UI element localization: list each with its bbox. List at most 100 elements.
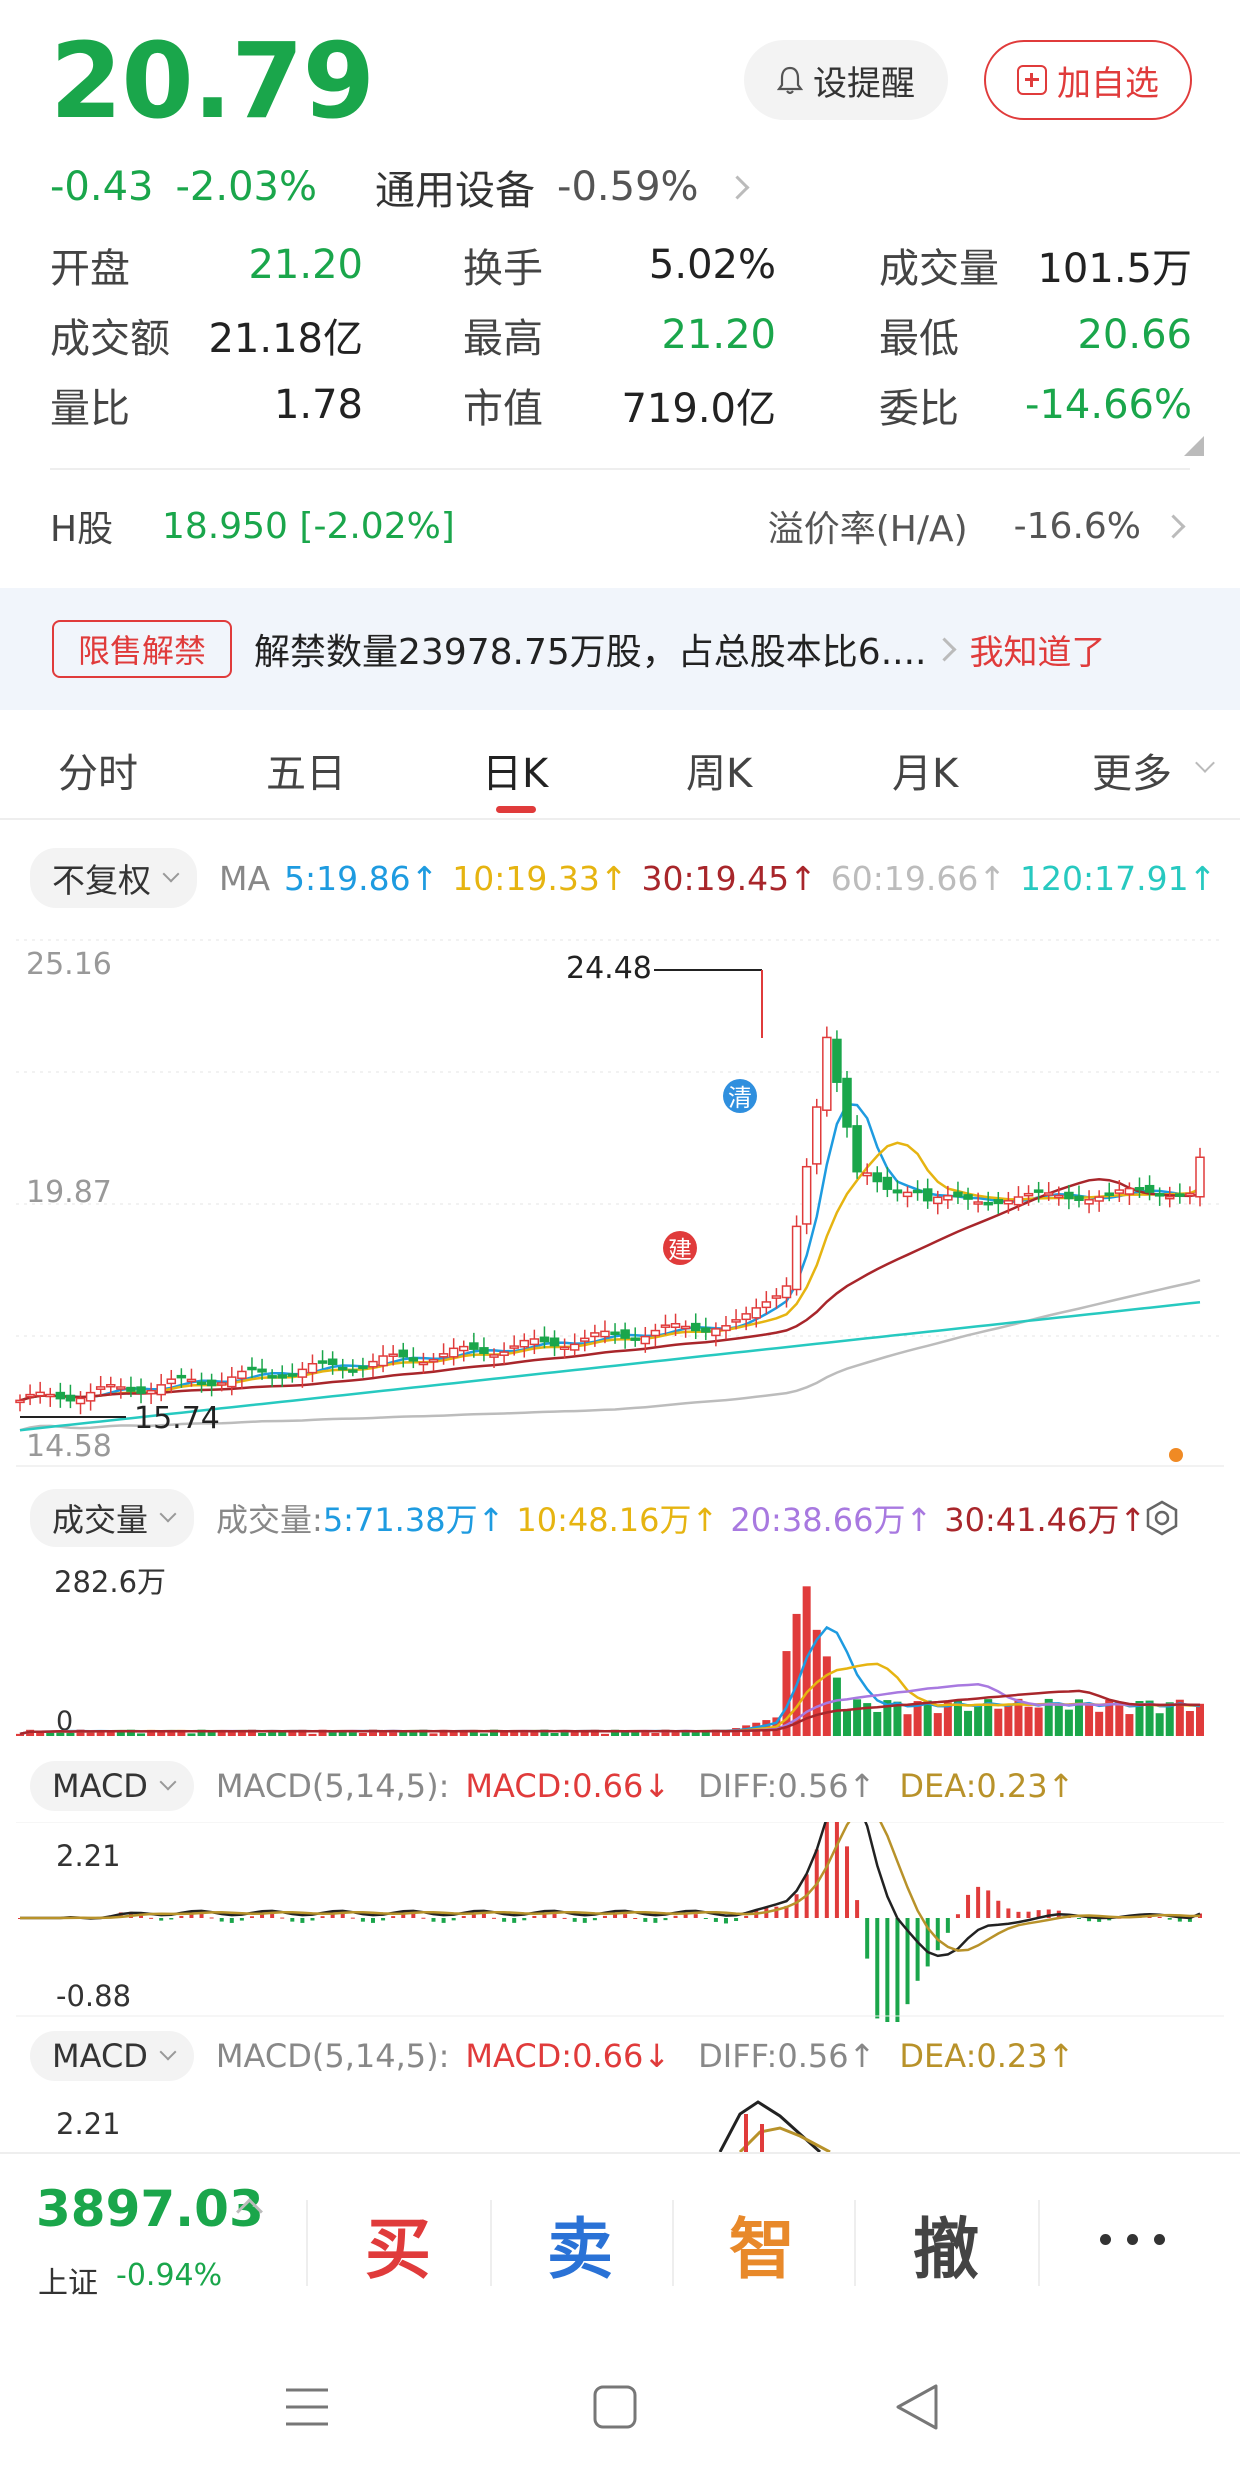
home-icon[interactable] [592, 2384, 638, 2430]
macd-bar [663, 1918, 668, 1921]
set-alert-button[interactable]: 设提醒 [744, 40, 948, 120]
candle-body [620, 1329, 630, 1339]
candle-body [882, 1176, 893, 1190]
candle-body [761, 1301, 772, 1309]
diff-value: DIFF:0.56↑ [698, 2037, 876, 2075]
volume-indicator-dropdown[interactable]: 成交量 [30, 1489, 195, 1547]
volume-chart[interactable]: 282.6万 0 [0, 1552, 1240, 1752]
more-options-icon[interactable] [1100, 2234, 1165, 2245]
candle-body [741, 1313, 751, 1321]
macd-bar [613, 1913, 618, 1918]
candle-body [842, 1077, 852, 1128]
tab-monthly-k[interactable]: 月K [892, 751, 959, 797]
h-share-row[interactable]: H股 18.950 [-2.02%] 溢价率(H/A) -16.6% [50, 500, 1186, 552]
volume-bar [36, 1731, 45, 1736]
candle-body [126, 1386, 136, 1392]
macd-bar [834, 1822, 839, 1918]
high-price-marker: 24.48 [566, 951, 652, 986]
macd-indicator-dropdown-2[interactable]: MACD [30, 2031, 194, 2081]
notice-dismiss-button[interactable]: 我知道了 [969, 632, 1106, 673]
tab-five-day[interactable]: 五日 [266, 751, 346, 797]
build-position-marker[interactable] [663, 1231, 697, 1265]
sell-button[interactable]: 卖 [547, 2211, 613, 2288]
candle-body [519, 1339, 530, 1348]
volume-ma-line [19, 1662, 1201, 1736]
candle-body [630, 1337, 640, 1341]
macd-bar [744, 2114, 748, 2152]
stat-cell: 成交额 21.18亿 [50, 306, 363, 364]
ma-line [19, 1300, 1201, 1432]
volume-bar [903, 1714, 912, 1736]
macd-bar [713, 1918, 718, 1922]
chevron-down-icon [159, 2043, 177, 2061]
smart-button[interactable]: 智 [729, 2211, 795, 2288]
ma5-value: 5:19.86↑ [284, 858, 439, 898]
kline-chart[interactable]: 25.16 19.87 14.58 24.48 15.74 建 清 [0, 930, 1240, 1470]
divider [490, 2200, 492, 2286]
industry-link[interactable]: 通用设备 [375, 168, 536, 214]
notice-banner[interactable]: 限售解禁 解禁数量23978.75万股，占总股本比6.... 我知道了 [0, 588, 1240, 710]
macd-bar [572, 1918, 577, 1922]
tab-daily-k[interactable]: 日K [482, 751, 549, 797]
candle-body [600, 1330, 610, 1338]
candle-body [106, 1383, 116, 1388]
volume-bar [590, 1729, 599, 1736]
add-watchlist-button[interactable]: 加自选 [984, 40, 1192, 120]
corner-expand-icon[interactable] [1184, 436, 1204, 456]
stat-cell: 最低 20.66 [879, 306, 1192, 364]
macd-bar [471, 1913, 476, 1918]
tab-intraday[interactable]: 分时 [58, 751, 138, 797]
y-axis-top-label: 25.16 [26, 947, 112, 982]
ma-line [19, 1178, 1201, 1402]
tab-weekly-k[interactable]: 周K [686, 751, 753, 797]
volume-bar [187, 1733, 196, 1736]
vol-y-top-label: 282.6万 [54, 1565, 166, 1599]
macd-bar [1046, 1909, 1051, 1918]
volume-bar [893, 1701, 902, 1736]
candle-body [610, 1331, 620, 1336]
stat-value: 21.20 [248, 242, 363, 288]
adjust-dropdown[interactable]: 不复权 [30, 848, 197, 908]
candle-body [1084, 1199, 1094, 1205]
candle-body [95, 1386, 106, 1390]
candle-body [872, 1172, 883, 1183]
candle-body [85, 1391, 96, 1402]
candle-body [358, 1365, 368, 1370]
macd-bar [1107, 1918, 1112, 1921]
volume-legend: 成交量 成交量: 5:71.38万↑ 10:48.16万↑ 20:38.66万↑… [30, 1488, 1146, 1548]
candle-body [1064, 1191, 1074, 1200]
candle-body [1043, 1192, 1054, 1196]
clear-position-marker[interactable] [723, 1079, 757, 1113]
macd-chart[interactable]: 2.21 -0.88 [0, 1822, 1240, 2022]
volume-bar [883, 1700, 892, 1736]
macd-bar [653, 1918, 658, 1923]
candle-body [136, 1386, 146, 1394]
macd-bar [986, 1890, 991, 1918]
macd-bar [502, 1918, 507, 1922]
candle-body [156, 1384, 166, 1396]
volume-bar [167, 1731, 176, 1736]
candle-body [418, 1361, 429, 1366]
cancel-order-button[interactable]: 撤 [913, 2211, 979, 2288]
macd-chart-2[interactable]: 2.21 [0, 2094, 1240, 2152]
menu-icon[interactable] [284, 2384, 330, 2430]
stat-label: 最高 [463, 316, 543, 362]
candle-body [953, 1191, 963, 1198]
candle-body [287, 1373, 298, 1377]
back-icon[interactable] [894, 2382, 940, 2432]
macd-bar [623, 1914, 628, 1918]
settings-gear-icon[interactable] [1144, 1500, 1180, 1536]
tab-more[interactable]: 更多 [1092, 751, 1172, 797]
macd-bar [1036, 1910, 1041, 1918]
index-value[interactable]: 3897.03 [36, 2180, 264, 2238]
buy-button[interactable]: 买 [365, 2211, 431, 2288]
macd-indicator-dropdown[interactable]: MACD [30, 1761, 194, 1811]
macd-bar [260, 1913, 265, 1918]
macd-bar [643, 1918, 648, 1922]
macd-bar [300, 1918, 305, 1923]
notice-text[interactable]: 解禁数量23978.75万股，占总股本比6.... [254, 632, 927, 673]
candle-body [1023, 1192, 1034, 1197]
macd-bar [945, 1918, 950, 1933]
candle-body [45, 1393, 56, 1398]
change-row: -0.43 -2.03% 通用设备 -0.59% [50, 158, 750, 216]
